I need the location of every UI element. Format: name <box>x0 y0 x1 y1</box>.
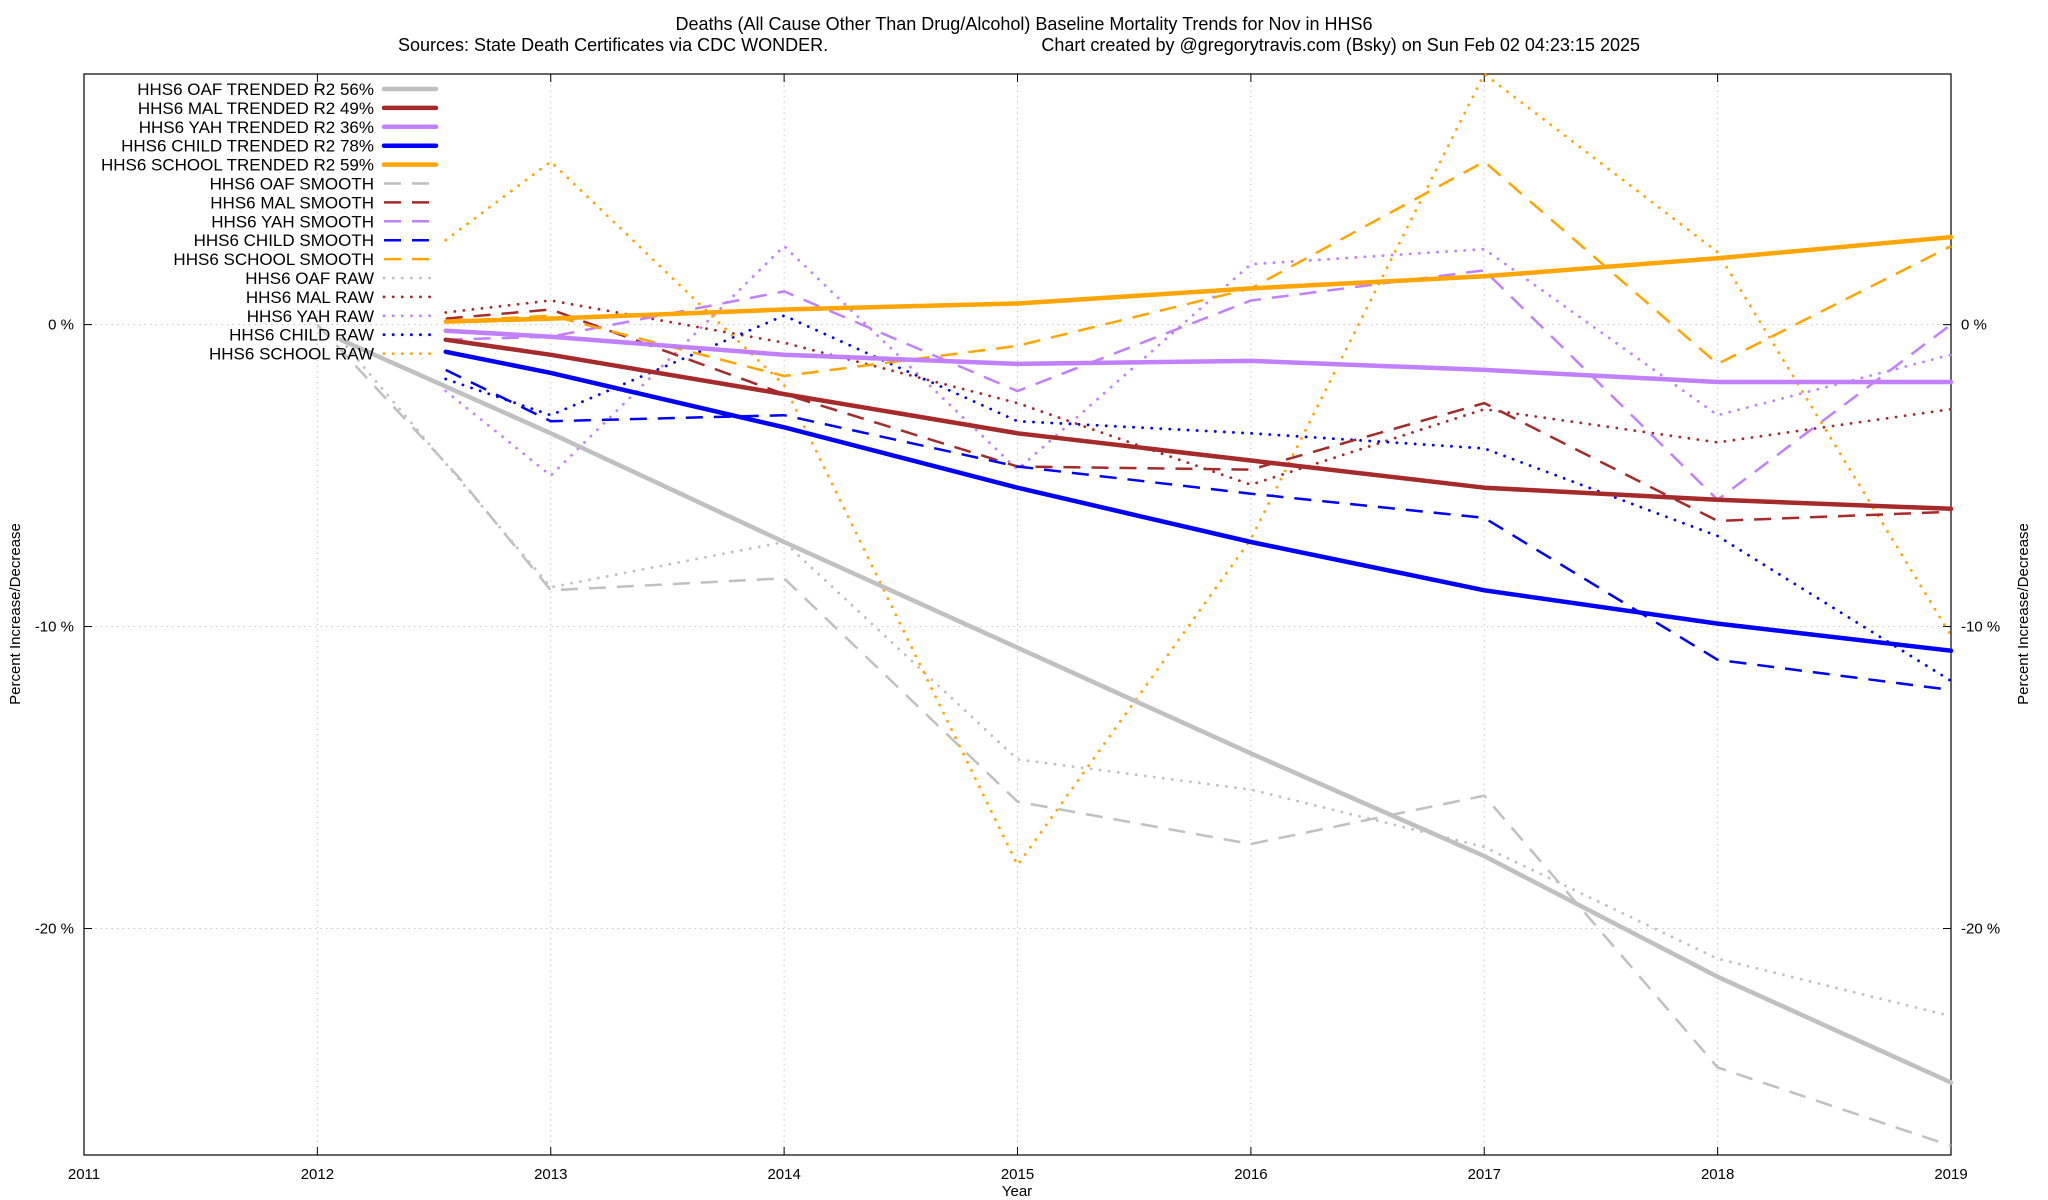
series-line-hhs6-yah-trended-r2-36 <box>443 328 1954 385</box>
series-line-hhs6-school-smooth <box>445 160 1952 378</box>
y-tick-label-right: -20 % <box>1961 921 2000 938</box>
series-line-hhs6-school-trended-r2-59 <box>443 234 1954 324</box>
legend-label: HHS6 CHILD SMOOTH <box>194 231 374 250</box>
y-tick-label-right: 0 % <box>1961 317 1987 334</box>
legend-label: HHS6 CHILD RAW <box>229 326 374 345</box>
series-line-hhs6-school-raw <box>444 72 1953 867</box>
legend: HHS6 OAF TRENDED R2 56%HHS6 MAL TRENDED … <box>101 80 439 364</box>
legend-label: HHS6 OAF SMOOTH <box>210 175 374 194</box>
series-line-hhs6-child-smooth <box>445 368 1952 692</box>
legend-label: HHS6 SCHOOL TRENDED R2 59% <box>101 156 374 175</box>
legend-label: HHS6 YAH SMOOTH <box>211 212 374 231</box>
legend-label: HHS6 SCHOOL SMOOTH <box>173 250 374 269</box>
x-tick-label: 2011 <box>68 1166 100 1183</box>
y-tick-label-left: -10 % <box>35 619 74 636</box>
axis-ticks: 2011 2012 2013 2014 2015 2016 2017 2018 2019 0 % 0… <box>35 74 2000 1183</box>
series-line-hhs6-oaf-smooth <box>316 323 1952 1148</box>
x-tick-label: 2013 <box>534 1166 567 1183</box>
legend-label: HHS6 MAL SMOOTH <box>210 193 374 212</box>
legend-label: HHS6 MAL TRENDED R2 49% <box>138 99 374 118</box>
series-line-hhs6-oaf-trended-r2-56 <box>338 337 1954 1085</box>
series-line-hhs6-oaf-raw <box>339 338 1953 1018</box>
series-line-hhs6-mal-raw <box>444 299 1953 487</box>
x-axis-label: Year <box>1002 1183 1032 1200</box>
legend-label: HHS6 YAH RAW <box>247 307 374 326</box>
x-tick-label: 2016 <box>1234 1166 1267 1183</box>
series-line-hhs6-mal-smooth <box>445 308 1952 523</box>
series-line-hhs6-mal-trended-r2-49 <box>443 337 1954 512</box>
y-tick-label-left: -20 % <box>35 921 74 938</box>
x-tick-label: 2015 <box>1001 1166 1034 1183</box>
y-tick-label-right: -10 % <box>1961 619 2000 636</box>
chart-subtitle-credit: Chart created by @gregorytravis.com (Bsk… <box>1041 35 1640 55</box>
legend-label: HHS6 MAL RAW <box>246 288 374 307</box>
series-group <box>316 72 1954 1148</box>
chart-subtitle-sources: Sources: State Death Certificates via CD… <box>398 35 828 55</box>
series-line-hhs6-child-trended-r2-78 <box>443 349 1954 653</box>
y-tick-label-left: 0 % <box>48 317 74 334</box>
x-tick-label: 2018 <box>1701 1166 1734 1183</box>
x-tick-label: 2014 <box>767 1166 800 1183</box>
legend-label: HHS6 YAH TRENDED R2 36% <box>139 118 374 137</box>
legend-label: HHS6 SCHOOL RAW <box>209 345 374 364</box>
x-tick-label: 2012 <box>301 1166 334 1183</box>
x-tick-label: 2019 <box>1934 1166 1967 1183</box>
chart-title: Deaths (All Cause Other Than Drug/Alcoho… <box>676 14 1373 34</box>
legend-label: HHS6 CHILD TRENDED R2 78% <box>121 137 374 156</box>
y-axis-label-right: Percent Increase/Decrease <box>2015 523 2032 705</box>
series-line-hhs6-yah-smooth <box>445 269 1952 502</box>
legend-label: HHS6 OAF TRENDED R2 56% <box>137 80 374 99</box>
legend-label: HHS6 OAF RAW <box>245 269 374 288</box>
series-line-hhs6-child-raw <box>444 314 1953 683</box>
x-tick-label: 2017 <box>1468 1166 1501 1183</box>
y-axis-label-left: Percent Increase/Decrease <box>7 523 24 705</box>
